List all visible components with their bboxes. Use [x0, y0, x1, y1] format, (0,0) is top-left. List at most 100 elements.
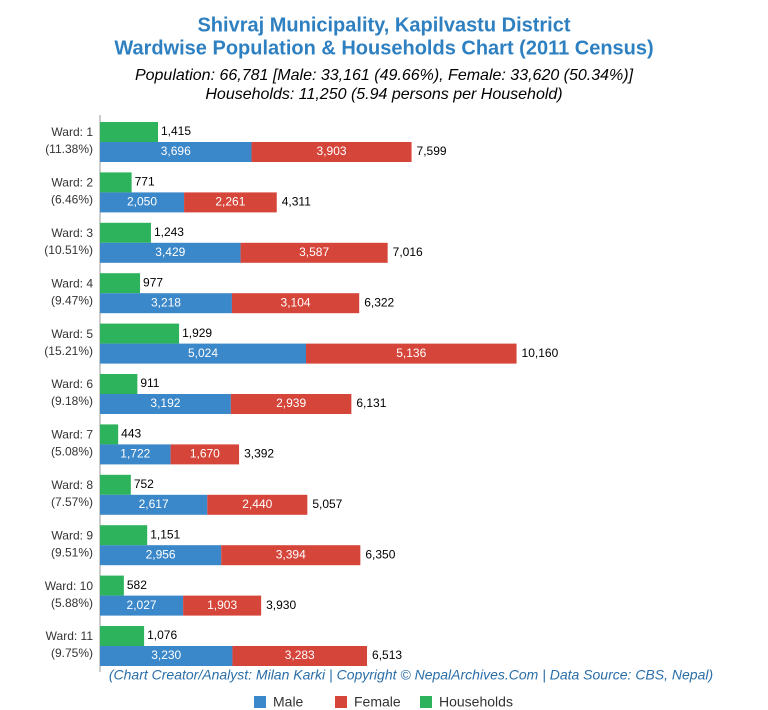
total-label: 6,350 — [365, 547, 395, 561]
households-bar — [100, 122, 159, 142]
segment-label: 3,429 — [155, 245, 185, 259]
population-bar — [240, 242, 388, 263]
population-bar — [100, 192, 185, 213]
households-label: 911 — [140, 376, 159, 390]
category-note: (9.51%) — [51, 545, 93, 559]
total-label: 10,160 — [522, 346, 559, 360]
households-label: 443 — [121, 427, 141, 441]
households-bar — [100, 474, 131, 495]
households-label: 771 — [135, 175, 155, 189]
total-label: 7,016 — [393, 245, 423, 259]
category-label: Ward: 2 — [51, 176, 93, 190]
population-bar — [231, 293, 360, 314]
category-note: (5.08%) — [51, 445, 93, 459]
households-bar — [100, 273, 141, 294]
segment-label: 2,939 — [276, 396, 306, 410]
category-note: (10.51%) — [44, 243, 93, 257]
total-label: 6,131 — [356, 396, 386, 410]
segment-label: 3,587 — [299, 245, 329, 259]
total-label: 7,599 — [417, 144, 447, 158]
households-label: 582 — [127, 578, 147, 592]
segment-label: 2,027 — [127, 598, 157, 612]
category-label: Ward: 4 — [51, 276, 93, 290]
category-note: (11.38%) — [45, 142, 93, 156]
segment-label: 2,956 — [146, 547, 176, 561]
category-label: Ward: 9 — [51, 528, 93, 542]
total-label: 6,513 — [372, 648, 402, 662]
households-bar — [100, 575, 124, 596]
households-bar — [100, 323, 180, 344]
segment-label: 2,617 — [139, 497, 169, 511]
segment-label: 5,024 — [188, 346, 218, 360]
legend-swatch — [420, 696, 432, 708]
segment-label: 2,440 — [242, 497, 272, 511]
legend-swatch — [335, 696, 347, 708]
legend-label: Male — [273, 694, 304, 710]
households-bar — [100, 222, 151, 243]
population-bar — [230, 394, 352, 414]
households-bar — [100, 525, 148, 546]
segment-label: 3,696 — [161, 144, 191, 158]
category-label: Ward: 10 — [45, 579, 94, 593]
segment-label: 5,136 — [396, 346, 426, 360]
households-label: 1,076 — [147, 628, 177, 642]
category-label: Ward: 5 — [51, 327, 93, 341]
segment-label: 3,230 — [151, 648, 181, 662]
households-label: 752 — [134, 477, 154, 491]
population-bar — [100, 394, 231, 414]
population-bar — [221, 545, 361, 566]
segment-label: 3,903 — [317, 144, 347, 158]
segment-label: 3,394 — [276, 547, 306, 561]
population-bar — [100, 646, 233, 666]
segment-label: 1,903 — [207, 598, 237, 612]
segment-label: 3,192 — [150, 396, 180, 410]
population-bar — [207, 494, 308, 515]
population-bar — [100, 343, 306, 364]
category-note: (9.18%) — [51, 394, 93, 408]
population-bar — [183, 595, 262, 616]
segment-label: 2,050 — [127, 195, 157, 209]
credit: (Chart Creator/Analyst: Milan Karki | Co… — [109, 667, 713, 683]
legend-swatch — [254, 696, 266, 708]
total-label: 6,322 — [364, 295, 394, 309]
population-bar — [251, 142, 412, 162]
chart-subtitle: Households: 11,250 (5.94 persons per Hou… — [205, 86, 562, 103]
legend-label: Female — [354, 694, 401, 710]
category-note: (6.46%) — [51, 193, 93, 207]
population-bar — [100, 242, 241, 263]
population-bar — [100, 545, 222, 566]
population-bar — [100, 293, 232, 314]
category-label: Ward: 11 — [46, 629, 94, 643]
category-note: (5.88%) — [51, 596, 93, 610]
segment-label: 1,722 — [120, 447, 150, 461]
segment-label: 3,104 — [281, 295, 311, 309]
segment-label: 3,218 — [151, 295, 181, 309]
households-bar — [100, 424, 119, 445]
segment-label: 2,261 — [215, 195, 245, 209]
total-label: 3,930 — [266, 598, 296, 612]
chart-title: Shivraj Municipality, Kapilvastu Distric… — [197, 14, 570, 36]
category-label: Ward: 6 — [51, 377, 93, 391]
population-bar — [100, 595, 184, 616]
total-label: 3,392 — [244, 447, 274, 461]
category-label: Ward: 8 — [51, 478, 93, 492]
households-label: 1,243 — [154, 225, 184, 239]
households-label: 977 — [143, 275, 163, 289]
category-note: (7.57%) — [51, 495, 93, 509]
total-label: 5,057 — [312, 497, 342, 511]
population-bar — [170, 444, 240, 465]
population-bar — [232, 646, 368, 666]
households-bar — [100, 172, 132, 193]
category-label: Ward: 7 — [51, 428, 93, 442]
households-label: 1,151 — [150, 527, 180, 541]
population-bar — [100, 142, 252, 162]
chart-subtitle: Population: 66,781 [Male: 33,161 (49.66%… — [135, 67, 634, 84]
total-label: 4,311 — [282, 195, 311, 209]
segment-label: 3,283 — [285, 648, 315, 662]
legend-label: Households — [439, 694, 513, 710]
population-bar — [100, 494, 208, 515]
chart-title: Wardwise Population & Households Chart (… — [114, 37, 653, 59]
category-note: (9.47%) — [51, 293, 93, 307]
category-label: Ward: 1 — [51, 125, 93, 139]
